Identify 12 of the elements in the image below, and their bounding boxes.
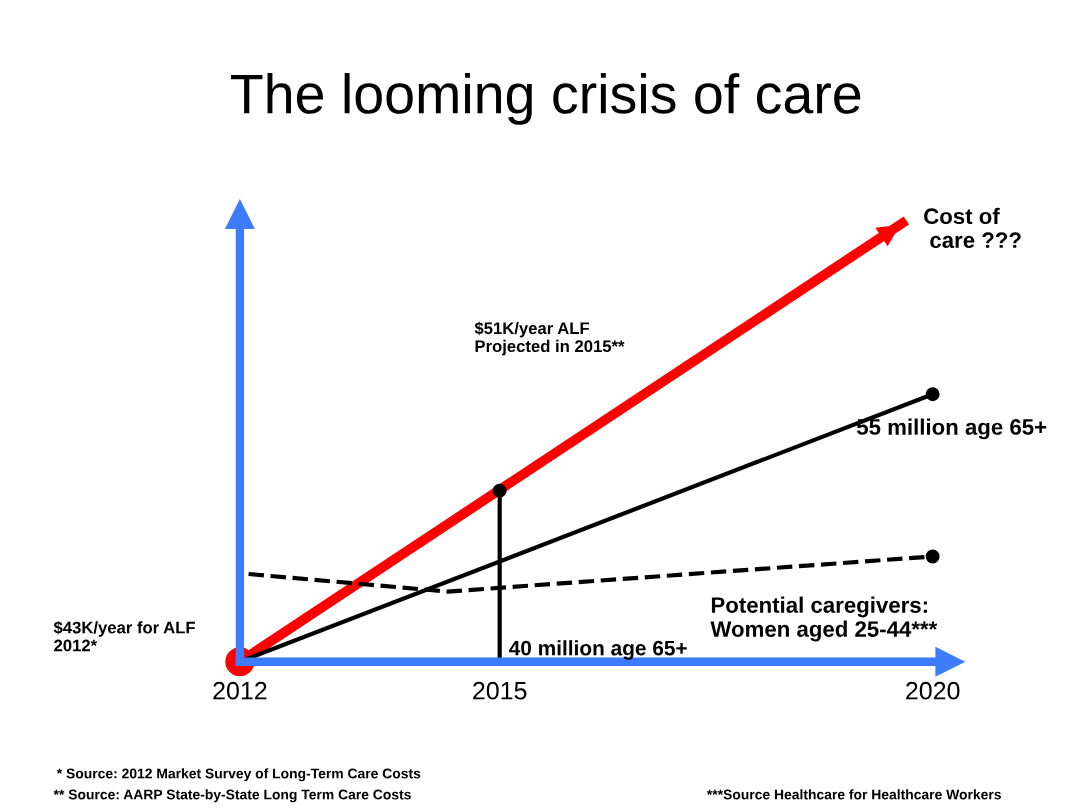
x-tick-label: 2020 (906, 681, 960, 700)
x-tick-label: 2012 (213, 681, 267, 700)
legend-label: Cost of care ??? (924, 207, 1021, 249)
annotation: 40 million age 65+ (509, 640, 687, 660)
text: ***Source Healthcare for Healthcare Workers (706, 789, 1001, 800)
x-tick-label: 2015 (473, 681, 527, 700)
text: $43K/year for ALF 2012* (53, 620, 195, 652)
text: ** Source: AARP State-by-State Long Term Care Costs (53, 789, 411, 803)
text: * Source: 2012 Market Survey of Long-Term Care Costs (56, 768, 421, 782)
series-label: Potential caregivers: Women aged 25-44*** (710, 596, 938, 642)
annotation: $51K/year ALF Projected in 2015** (474, 321, 625, 356)
chart-title: The looming crisis of care (231, 73, 861, 125)
